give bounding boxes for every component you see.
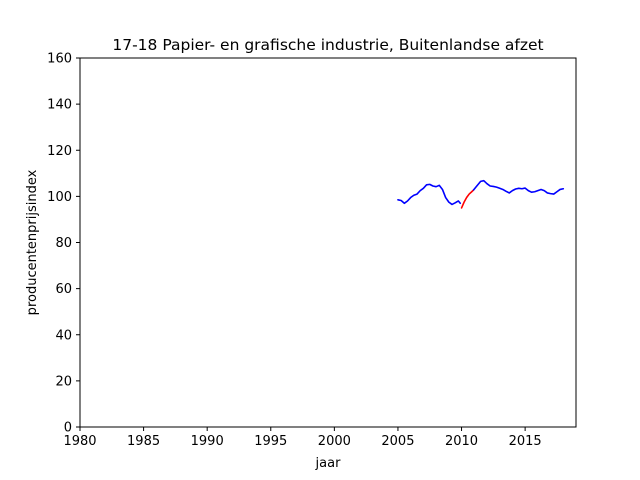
series-line [472, 179, 565, 195]
y-tick-label: 40 [55, 328, 72, 343]
x-tick-label: 2010 [445, 434, 478, 449]
x-tick-label: 1980 [63, 434, 96, 449]
axes-frame [79, 57, 577, 428]
y-tick-label: 140 [47, 98, 72, 113]
y-tick-label: 60 [55, 282, 72, 297]
x-tick-label: 2005 [381, 434, 414, 449]
x-tick-label: 1995 [254, 434, 287, 449]
plot-area [397, 179, 565, 209]
y-tick-label: 120 [47, 144, 72, 159]
y-axis-label: producentenprijsindex [25, 169, 40, 315]
x-tick-label: 2015 [509, 434, 542, 449]
y-tick-label: 0 [64, 421, 72, 436]
y-tick-label: 80 [55, 236, 72, 251]
x-axis-label: jaar [315, 456, 342, 471]
y-tick-label: 160 [47, 52, 72, 67]
x-axis-ticks: 1980 1985 1990 1995 2000 2005 2010 2015 [63, 427, 542, 449]
y-axis-ticks: 0 20 40 60 80 100 120 140 160 [47, 52, 80, 436]
x-tick-label: 1990 [191, 434, 224, 449]
y-tick-label: 100 [47, 190, 72, 205]
x-tick-label: 1985 [127, 434, 160, 449]
series-line [397, 183, 462, 206]
y-tick-label: 20 [55, 374, 72, 389]
chart-title: 17-18 Papier- en grafische industrie, Bu… [112, 36, 543, 54]
x-tick-label: 2000 [318, 434, 351, 449]
series-line [460, 189, 475, 209]
